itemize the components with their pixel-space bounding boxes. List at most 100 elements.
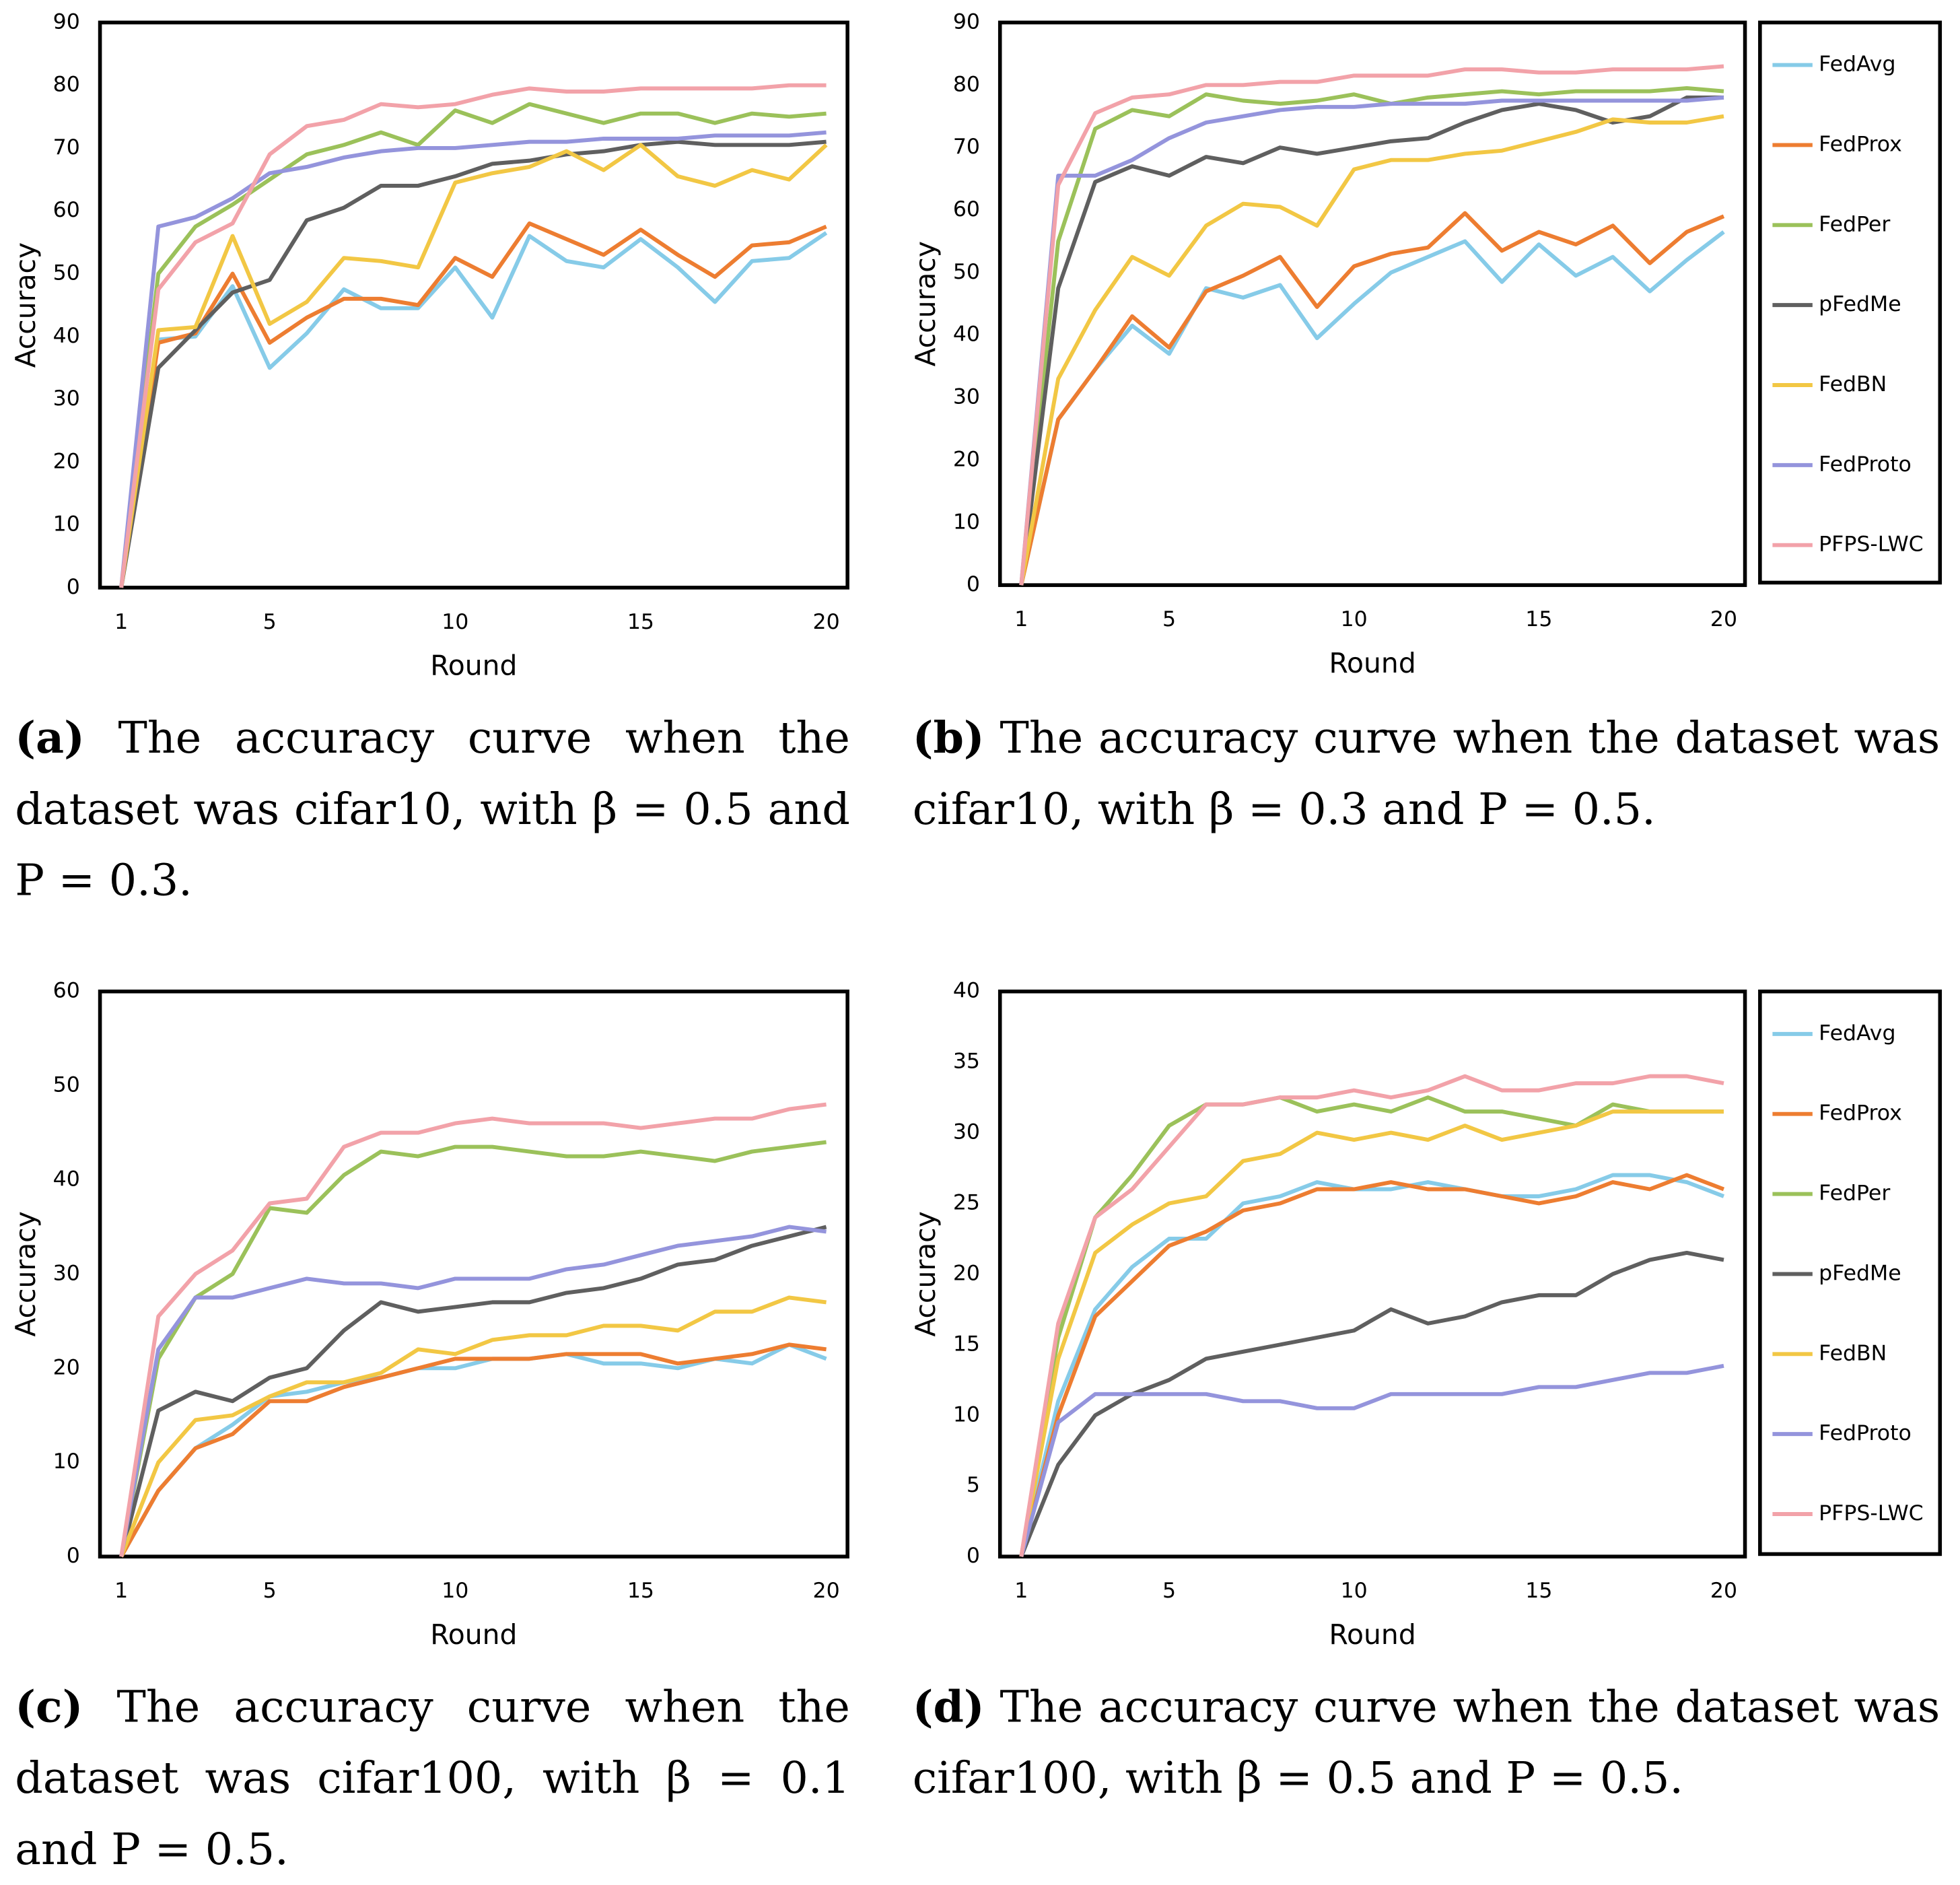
series-line	[1019, 1074, 1724, 1557]
y-tick-label: 20	[953, 447, 980, 471]
series-line	[119, 1225, 827, 1557]
y-tick-label: 90	[53, 9, 80, 34]
y-tick-label: 30	[53, 386, 80, 411]
y-tick-label: 20	[53, 449, 80, 473]
y-tick-label: 35	[953, 1050, 980, 1074]
caption-text: The accuracy curve when the dataset was …	[912, 714, 1940, 835]
caption-label: (b)	[912, 712, 985, 764]
y-tick-label: 0	[67, 575, 80, 599]
y-tick-label: 20	[953, 1261, 980, 1285]
series-line	[119, 143, 828, 588]
x-tick-label: 10	[442, 610, 468, 634]
y-tick-label: 40	[953, 322, 980, 347]
x-tick-label: 1	[114, 1579, 128, 1603]
series-line	[1019, 1173, 1725, 1557]
x-axis-label: Round	[1329, 1618, 1416, 1651]
y-tick-label: 0	[967, 1544, 980, 1568]
legend-label: FedProto	[1819, 1421, 1912, 1445]
legend-label: FedProto	[1819, 452, 1912, 477]
y-tick-label: 70	[53, 135, 80, 160]
y-tick-label: 10	[53, 512, 80, 537]
caption-text: The accuracy curve when the dataset was …	[912, 1682, 1940, 1804]
x-tick-label: 1	[1014, 1579, 1028, 1603]
x-tick-label: 1	[114, 610, 128, 634]
legend-label: FedProx	[1819, 1101, 1902, 1126]
x-tick-label: 5	[263, 610, 277, 634]
series-line	[119, 130, 827, 588]
y-tick-label: 15	[953, 1332, 980, 1356]
series-line	[119, 1295, 827, 1558]
legend-label: FedBN	[1819, 1341, 1887, 1365]
series-line	[1019, 211, 1725, 586]
series-line	[119, 139, 827, 588]
y-tick-label: 10	[953, 510, 980, 534]
series-line	[119, 83, 827, 588]
series-line	[1019, 85, 1724, 586]
y-tick-label: 30	[953, 1120, 980, 1144]
caption-label: (d)	[912, 1681, 985, 1733]
legend-label: FedBN	[1819, 372, 1887, 397]
x-axis-label: Round	[1329, 647, 1416, 679]
y-axis-label: Accuracy	[9, 242, 42, 368]
series-line	[1019, 1095, 1724, 1557]
y-axis-label: Accuracy	[909, 1211, 942, 1336]
caption-text: The accuracy curve when the dataset was …	[15, 1682, 850, 1876]
series-line	[119, 231, 828, 588]
y-tick-label: 10	[53, 1449, 80, 1474]
x-tick-label: 15	[627, 1579, 654, 1603]
series-line	[1019, 64, 1724, 586]
y-tick-label: 25	[953, 1190, 980, 1214]
y-tick-label: 30	[53, 1261, 80, 1285]
x-tick-label: 10	[1341, 607, 1368, 631]
y-tick-label: 80	[53, 73, 80, 97]
caption: (a) The accuracy curve when the dataset …	[15, 703, 850, 918]
series-line	[119, 1102, 827, 1557]
x-axis-label: Round	[430, 1618, 517, 1651]
series-line	[1019, 1250, 1724, 1558]
y-axis-label: Accuracy	[909, 241, 942, 366]
caption-label: (c)	[15, 1681, 83, 1733]
y-tick-label: 90	[953, 9, 980, 34]
x-tick-label: 20	[1710, 607, 1737, 631]
x-tick-label: 15	[1525, 607, 1552, 631]
x-tick-label: 20	[812, 610, 839, 634]
y-tick-label: 30	[953, 385, 980, 409]
legend-label: pFedMe	[1819, 1261, 1901, 1285]
x-tick-label: 20	[812, 1579, 839, 1603]
y-tick-label: 0	[967, 572, 980, 596]
y-tick-label: 10	[953, 1402, 980, 1427]
legend-label: FedAvg	[1819, 53, 1895, 77]
legend-label: PFPS-LWC	[1819, 533, 1924, 557]
legend-label: FedAvg	[1819, 1021, 1895, 1046]
legend-label: PFPS-LWC	[1819, 1501, 1924, 1526]
y-tick-label: 60	[953, 197, 980, 221]
series-line	[1019, 95, 1724, 586]
series-line	[119, 102, 827, 588]
series-line	[1019, 114, 1724, 586]
series-line	[1019, 1109, 1724, 1557]
x-tick-label: 5	[1162, 607, 1176, 631]
plot-frame	[998, 989, 1747, 1558]
series-line	[1019, 230, 1725, 586]
y-tick-label: 50	[953, 260, 980, 284]
x-tick-label: 20	[1710, 1579, 1737, 1603]
x-tick-label: 5	[1162, 1579, 1176, 1603]
x-tick-label: 15	[1525, 1579, 1552, 1603]
y-tick-label: 20	[53, 1355, 80, 1379]
plot-frame	[98, 989, 849, 1558]
caption: (d) The accuracy curve when the dataset …	[913, 1672, 1940, 1816]
series-line	[119, 1140, 827, 1557]
x-tick-label: 15	[627, 610, 654, 634]
y-tick-label: 50	[53, 1073, 80, 1097]
y-tick-label: 40	[53, 1167, 80, 1192]
series-line	[119, 221, 827, 588]
y-tick-label: 60	[53, 198, 80, 222]
legend-label: pFedMe	[1819, 292, 1901, 316]
series-line	[1019, 1363, 1724, 1557]
y-tick-label: 40	[953, 979, 980, 1003]
y-tick-label: 80	[953, 72, 980, 96]
y-tick-label: 40	[53, 324, 80, 348]
x-tick-label: 1	[1014, 607, 1028, 631]
